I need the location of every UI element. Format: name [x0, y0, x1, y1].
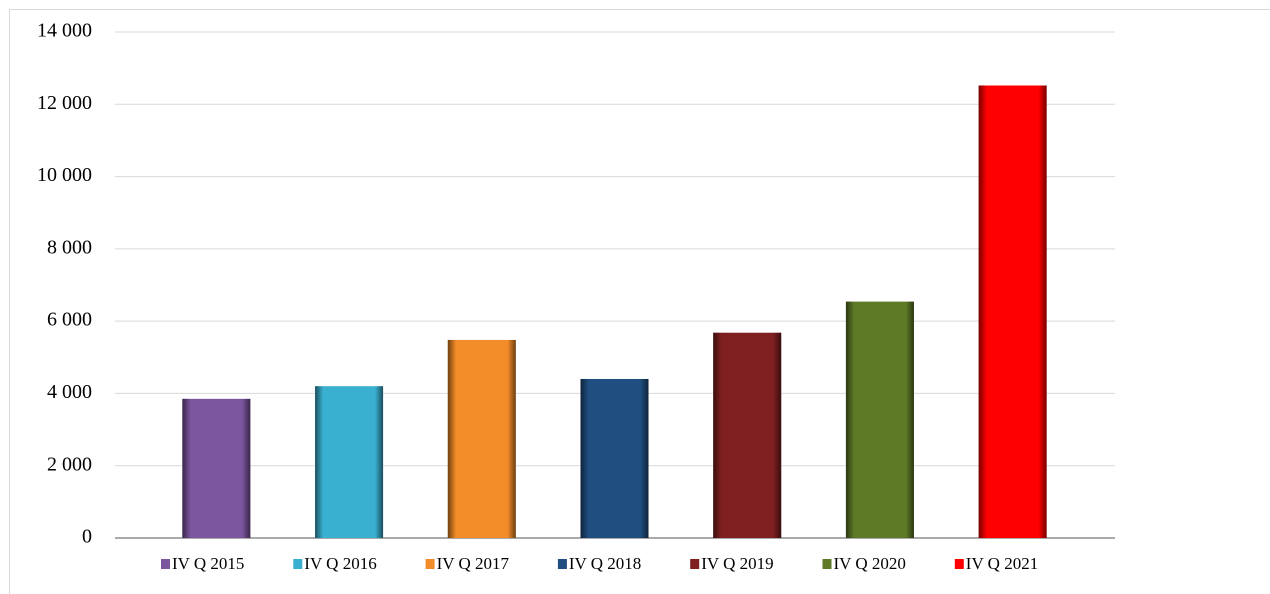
bar-shade — [447, 339, 516, 538]
legend-swatch — [293, 559, 303, 569]
bar-shade — [845, 301, 914, 538]
bar-shade — [713, 332, 782, 538]
y-tick-label: 10 000 — [37, 164, 92, 186]
y-tick-label: 0 — [82, 526, 92, 548]
legend-swatch — [690, 559, 700, 569]
bar-shade — [182, 398, 251, 538]
bar-shade — [580, 378, 649, 538]
legend-swatch — [161, 559, 170, 569]
legend-label: IV Q 2017 — [437, 554, 510, 573]
legend-swatch — [425, 559, 435, 569]
y-tick-label: 2 000 — [47, 453, 92, 475]
legend-swatch — [954, 559, 964, 569]
legend-label: IV Q 2020 — [834, 554, 906, 573]
legend-label: IV Q 2015 — [172, 554, 244, 573]
y-tick-label: 8 000 — [47, 236, 92, 258]
y-tick-label: 4 000 — [47, 381, 92, 403]
legend-swatch — [557, 559, 567, 569]
y-tick-label: 6 000 — [47, 309, 92, 331]
y-tick-label: 14 000 — [37, 20, 92, 42]
legend-label: IV Q 2018 — [569, 554, 641, 573]
bar-shade — [315, 386, 384, 538]
bar-shade — [978, 85, 1047, 539]
legend-swatch — [822, 559, 832, 569]
y-tick-label: 12 000 — [37, 92, 92, 114]
legend-label: IV Q 2016 — [304, 554, 376, 573]
legend-label: IV Q 2021 — [966, 554, 1038, 573]
chart-frame — [9, 9, 1270, 594]
legend-label: IV Q 2019 — [701, 554, 773, 573]
